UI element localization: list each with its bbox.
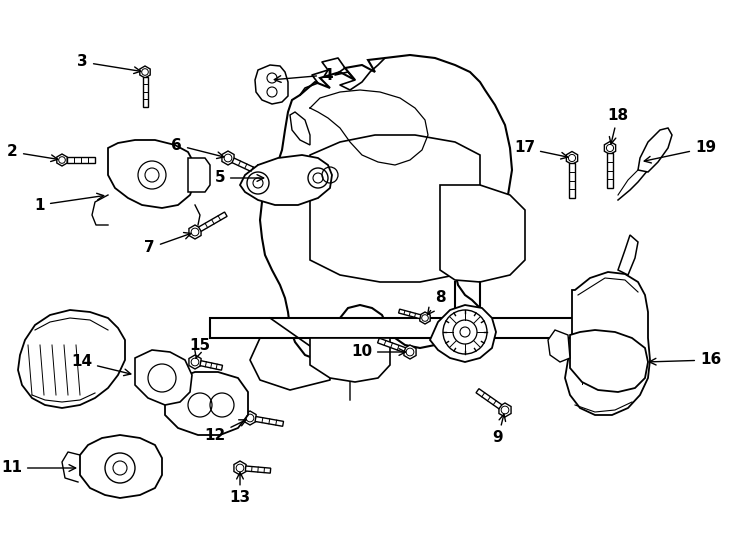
Polygon shape [255, 416, 283, 426]
Text: 17: 17 [514, 140, 568, 159]
Polygon shape [430, 305, 496, 362]
Text: 8: 8 [428, 291, 446, 314]
Polygon shape [139, 66, 150, 78]
Polygon shape [135, 350, 192, 405]
Text: 7: 7 [145, 233, 191, 255]
Polygon shape [260, 55, 512, 360]
Text: 2: 2 [7, 145, 58, 161]
Polygon shape [440, 185, 525, 282]
Text: 18: 18 [608, 107, 628, 144]
Polygon shape [189, 355, 201, 369]
Polygon shape [607, 153, 613, 188]
Polygon shape [234, 461, 246, 475]
Text: 6: 6 [171, 138, 224, 159]
Text: 3: 3 [77, 55, 141, 73]
Polygon shape [188, 158, 210, 192]
Text: 11: 11 [1, 461, 76, 476]
Polygon shape [80, 435, 162, 498]
Polygon shape [310, 135, 480, 282]
Text: 1: 1 [34, 193, 103, 213]
Polygon shape [232, 158, 260, 174]
Polygon shape [67, 157, 95, 163]
Polygon shape [548, 330, 570, 362]
Text: 16: 16 [650, 353, 722, 368]
Polygon shape [569, 163, 575, 198]
Polygon shape [255, 65, 288, 104]
Polygon shape [310, 338, 390, 382]
Polygon shape [377, 338, 406, 353]
Polygon shape [57, 154, 68, 166]
Text: 9: 9 [493, 414, 506, 446]
Polygon shape [565, 272, 650, 415]
Polygon shape [244, 411, 256, 425]
Polygon shape [618, 235, 638, 275]
Text: 13: 13 [230, 472, 250, 505]
Polygon shape [290, 112, 310, 145]
Polygon shape [200, 361, 222, 370]
Polygon shape [245, 466, 271, 473]
Text: 15: 15 [189, 338, 211, 358]
Polygon shape [142, 77, 148, 107]
Polygon shape [420, 312, 430, 324]
Text: 19: 19 [644, 140, 716, 163]
Polygon shape [199, 212, 227, 231]
Text: 5: 5 [214, 171, 264, 186]
Polygon shape [567, 152, 578, 165]
Text: 10: 10 [351, 345, 406, 360]
Text: 4: 4 [275, 68, 333, 83]
Polygon shape [189, 225, 201, 239]
Polygon shape [476, 389, 502, 409]
Polygon shape [210, 318, 580, 338]
Polygon shape [108, 140, 195, 208]
Polygon shape [399, 309, 421, 319]
Polygon shape [222, 151, 234, 165]
Polygon shape [165, 372, 248, 435]
Polygon shape [604, 141, 616, 154]
Polygon shape [570, 330, 648, 392]
Polygon shape [499, 403, 511, 417]
Polygon shape [638, 128, 672, 172]
Polygon shape [18, 310, 125, 408]
Text: 14: 14 [71, 354, 131, 376]
Text: 12: 12 [204, 420, 246, 442]
Polygon shape [240, 155, 332, 205]
Polygon shape [404, 345, 416, 359]
